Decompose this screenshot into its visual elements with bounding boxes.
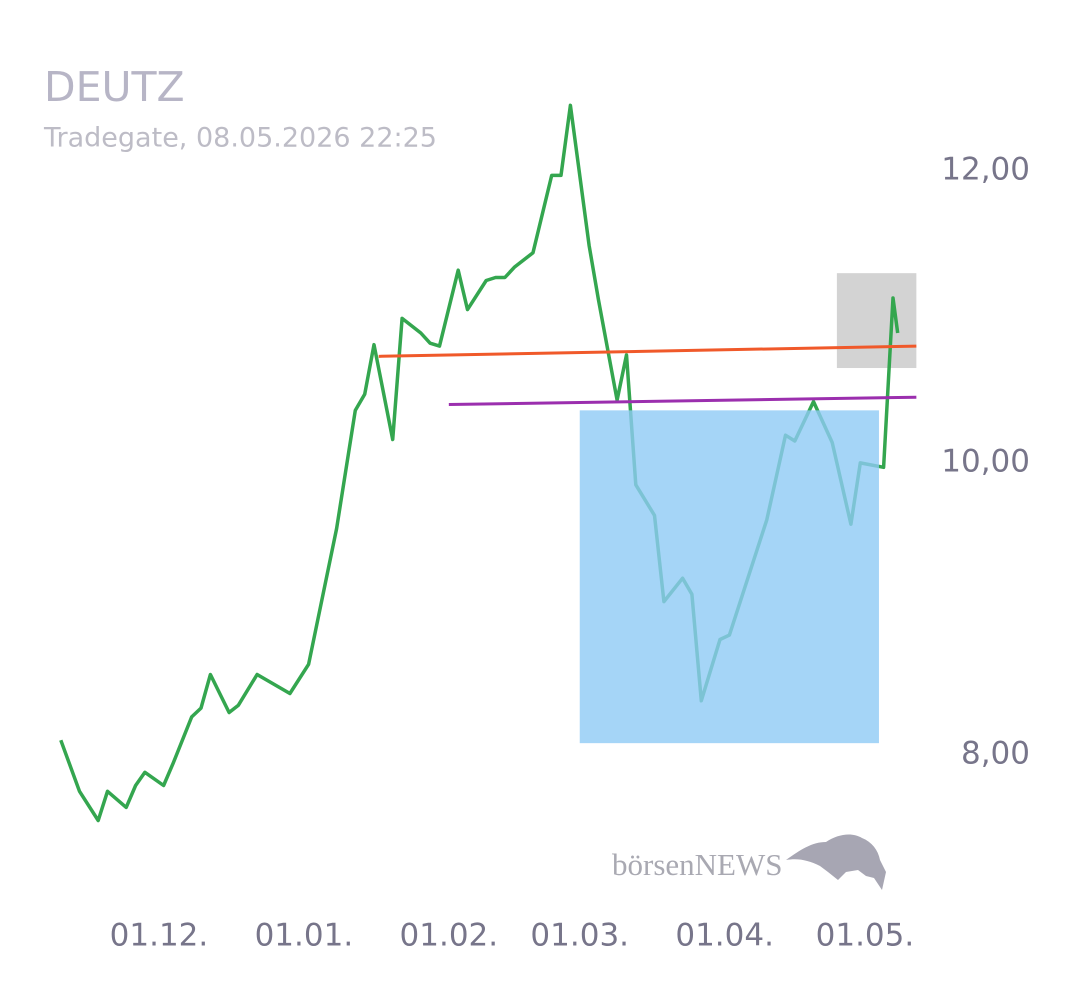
y-tick-label: 8,00 [961, 735, 1030, 771]
watermark: börsenNEWS [612, 847, 782, 882]
y-tick-label: 10,00 [941, 443, 1030, 479]
watermark-bull [786, 834, 886, 890]
x-tick-label: 01.04. [675, 918, 774, 954]
trend-line [378, 344, 917, 358]
y-tick-label: 12,00 [941, 151, 1030, 187]
x-tick-label: 01.05. [816, 918, 915, 954]
zone [579, 410, 879, 744]
chart-title: DEUTZ [44, 63, 185, 111]
x-tick-label: 01.02. [400, 918, 499, 954]
trend-line [448, 395, 917, 407]
chart-subtitle: Tradegate, 08.05.2026 22:25 [43, 123, 437, 154]
x-tick-label: 01.01. [255, 918, 354, 954]
zone [836, 273, 917, 369]
x-tick-label: 01.12. [110, 918, 209, 954]
x-tick-label: 01.03. [530, 918, 629, 954]
